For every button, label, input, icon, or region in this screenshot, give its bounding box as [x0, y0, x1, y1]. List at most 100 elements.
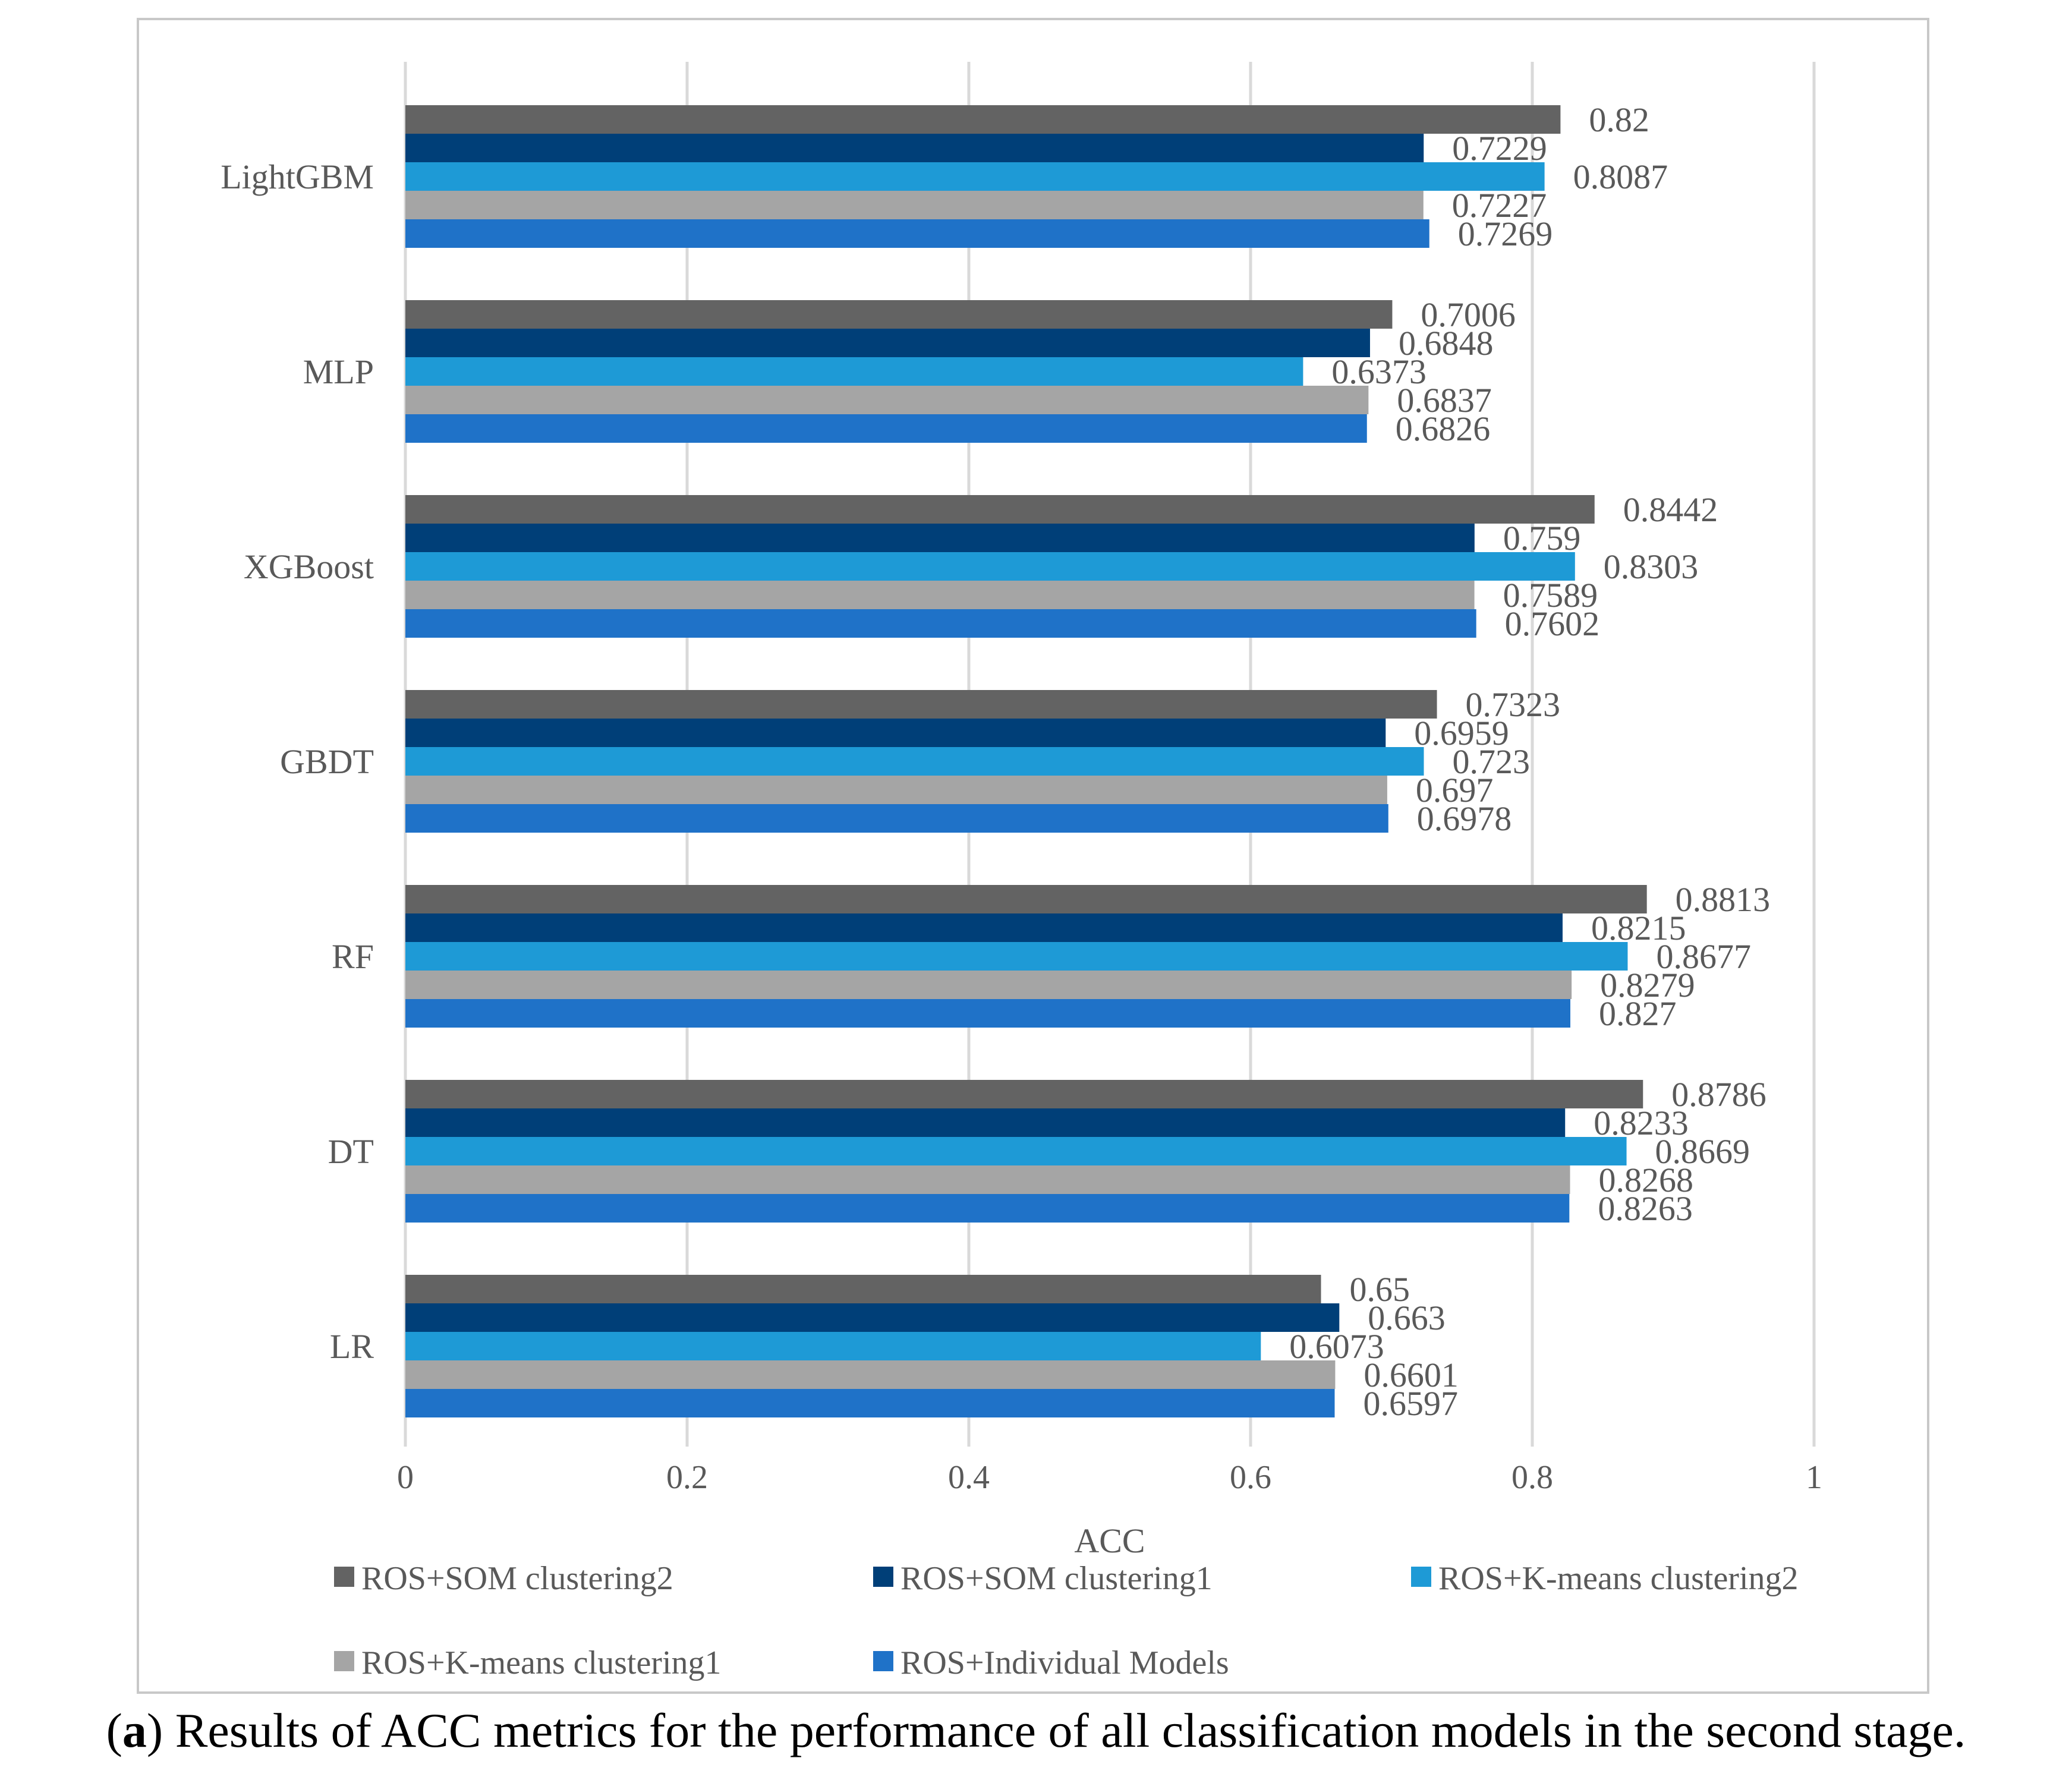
data-label: 0.8677 [1656, 937, 1751, 976]
data-label: 0.6373 [1331, 352, 1427, 391]
bar [405, 885, 1647, 913]
caption-letter: a [122, 1703, 147, 1757]
bar [405, 1080, 1643, 1108]
bar [405, 495, 1595, 524]
bar [405, 105, 1561, 134]
legend-swatch [873, 1651, 893, 1671]
bar [405, 357, 1303, 386]
bar [405, 1165, 1570, 1194]
data-label: 0.7229 [1452, 129, 1547, 168]
legend-label: ROS+K-means clustering2 [1438, 1560, 1799, 1597]
data-label: 0.663 [1368, 1299, 1446, 1337]
data-label: 0.8263 [1598, 1189, 1693, 1228]
legend-label: ROS+K-means clustering1 [361, 1644, 722, 1681]
data-label: 0.7323 [1466, 685, 1561, 724]
category-label: GBDT [280, 742, 374, 781]
data-label: 0.8268 [1599, 1161, 1694, 1199]
data-label: 0.6826 [1396, 409, 1491, 448]
category-label: DT [328, 1132, 374, 1171]
data-label: 0.759 [1503, 519, 1581, 557]
bar [405, 913, 1563, 942]
data-label: 0.7589 [1503, 576, 1598, 615]
bar [405, 971, 1572, 999]
legend-label: ROS+Individual Models [900, 1644, 1229, 1681]
bar [405, 191, 1424, 219]
legend-swatch [334, 1651, 354, 1671]
bar [405, 999, 1570, 1028]
legend-label: ROS+SOM clustering2 [361, 1560, 673, 1597]
x-tick-label: 0 [397, 1459, 414, 1496]
caption-text: Results of ACC metrics for the performan… [163, 1703, 1966, 1757]
x-tick-label: 0.8 [1512, 1459, 1553, 1496]
data-label: 0.6978 [1417, 799, 1512, 838]
x-tick-label: 0.2 [666, 1459, 708, 1496]
category-label: LR [330, 1327, 374, 1366]
data-label: 0.8442 [1623, 490, 1718, 529]
bar [405, 609, 1476, 638]
bar [405, 942, 1628, 971]
data-label: 0.8087 [1573, 157, 1668, 196]
data-label: 0.6601 [1364, 1356, 1459, 1394]
data-label: 0.8279 [1600, 966, 1695, 1004]
bar [405, 804, 1388, 833]
data-label: 0.7269 [1458, 215, 1553, 253]
bar [405, 1389, 1335, 1417]
x-axis-title: ACC [1074, 1521, 1145, 1560]
data-label: 0.8303 [1604, 547, 1699, 586]
bar [405, 329, 1370, 357]
category-label: LightGBM [221, 157, 374, 196]
data-label: 0.827 [1599, 994, 1677, 1033]
data-label: 0.8233 [1594, 1104, 1689, 1142]
chart-frame: 0 0.2 0.4 0.6 0.8 1 ACC LightGBM 0.82 0.7229 0.808… [137, 18, 1929, 1694]
bar [405, 134, 1424, 162]
data-label: 0.8215 [1591, 909, 1686, 947]
bar [405, 581, 1475, 609]
caption-open-paren: ( [106, 1703, 122, 1757]
bar [405, 1108, 1566, 1137]
data-label: 0.6837 [1397, 381, 1492, 420]
data-label: 0.723 [1453, 742, 1531, 781]
bar [405, 219, 1429, 248]
x-tick-label: 0.4 [948, 1459, 990, 1496]
legend-swatch [873, 1567, 893, 1587]
figure-caption: (a) Results of ACC metrics for the perfo… [0, 1703, 2072, 1759]
data-label: 0.7227 [1452, 186, 1547, 225]
bar-chart: 0 0.2 0.4 0.6 0.8 1 ACC LightGBM 0.82 0.7229 0.808… [221, 62, 1822, 1681]
bar [405, 386, 1369, 414]
bar [405, 1275, 1321, 1303]
category-label: XGBoost [244, 547, 374, 586]
data-label: 0.82 [1589, 100, 1649, 139]
legend-swatch [1411, 1567, 1431, 1587]
bar [405, 747, 1424, 776]
bar [405, 1360, 1336, 1389]
bar [405, 776, 1387, 804]
data-label: 0.8813 [1676, 880, 1771, 919]
bar [405, 1137, 1627, 1165]
bar [405, 719, 1386, 747]
bar [405, 1303, 1340, 1332]
data-label: 0.8786 [1671, 1075, 1766, 1114]
data-label: 0.7006 [1421, 295, 1516, 334]
bar [405, 524, 1475, 552]
bar [405, 1332, 1261, 1360]
bar [405, 300, 1393, 329]
bar [405, 552, 1575, 581]
bar [405, 1194, 1570, 1223]
data-label: 0.6959 [1414, 714, 1509, 752]
data-label: 0.8669 [1655, 1132, 1750, 1171]
bar [405, 162, 1545, 191]
x-tick-label: 1 [1806, 1459, 1822, 1496]
data-label: 0.697 [1416, 771, 1494, 809]
data-label: 0.6848 [1399, 324, 1494, 363]
bar [405, 414, 1367, 443]
bar [405, 690, 1437, 719]
data-label: 0.6597 [1363, 1384, 1458, 1423]
x-tick-label: 0.6 [1230, 1459, 1271, 1496]
legend-label: ROS+SOM clustering1 [900, 1560, 1213, 1597]
caption-close-paren: ) [146, 1703, 163, 1757]
data-label: 0.6073 [1289, 1327, 1384, 1366]
data-label: 0.7602 [1505, 604, 1600, 643]
category-label: RF [332, 937, 374, 976]
data-label: 0.65 [1350, 1270, 1410, 1309]
legend-swatch [334, 1567, 354, 1587]
